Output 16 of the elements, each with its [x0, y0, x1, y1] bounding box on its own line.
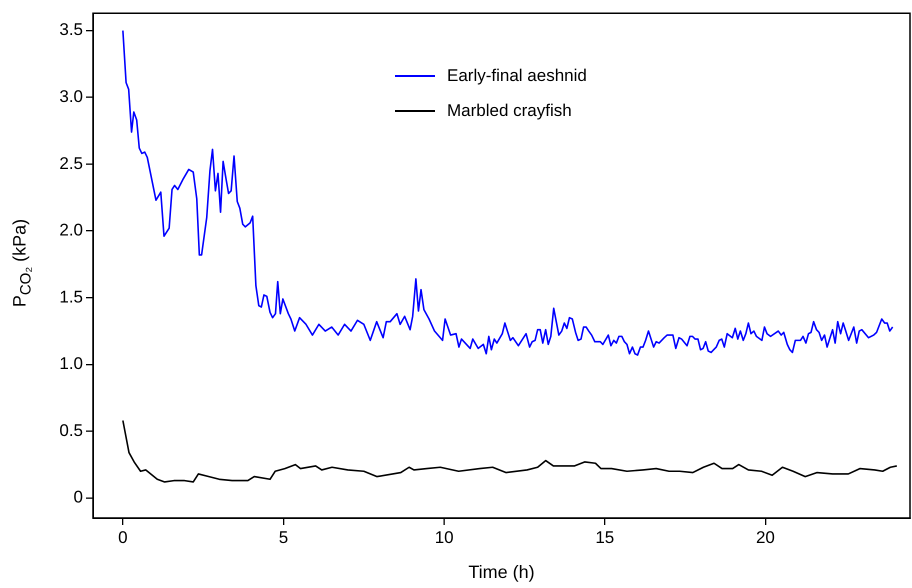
- x-tick-label: 20: [756, 528, 775, 547]
- x-axis-title: Time (h): [468, 562, 535, 582]
- y-tick-label: 3.0: [59, 87, 83, 106]
- y-tick-label: 2.5: [59, 154, 83, 173]
- y-tick-label: 1.0: [59, 354, 83, 374]
- legend-label: Marbled crayfish: [447, 100, 572, 120]
- x-tick-label: 15: [595, 528, 614, 547]
- y-tick-label: 0: [74, 488, 83, 507]
- y-tick-label: 3.5: [59, 20, 83, 40]
- legend-label: Early-final aeshnid: [447, 66, 587, 86]
- y-tick-label: 0.5: [59, 420, 83, 440]
- y-tick-label: 1.5: [59, 287, 83, 306]
- x-tick-label: 0: [118, 528, 128, 547]
- x-tick-label: 10: [434, 528, 454, 547]
- x-tick-label: 5: [278, 528, 288, 547]
- y-tick-label: 2.0: [59, 220, 83, 240]
